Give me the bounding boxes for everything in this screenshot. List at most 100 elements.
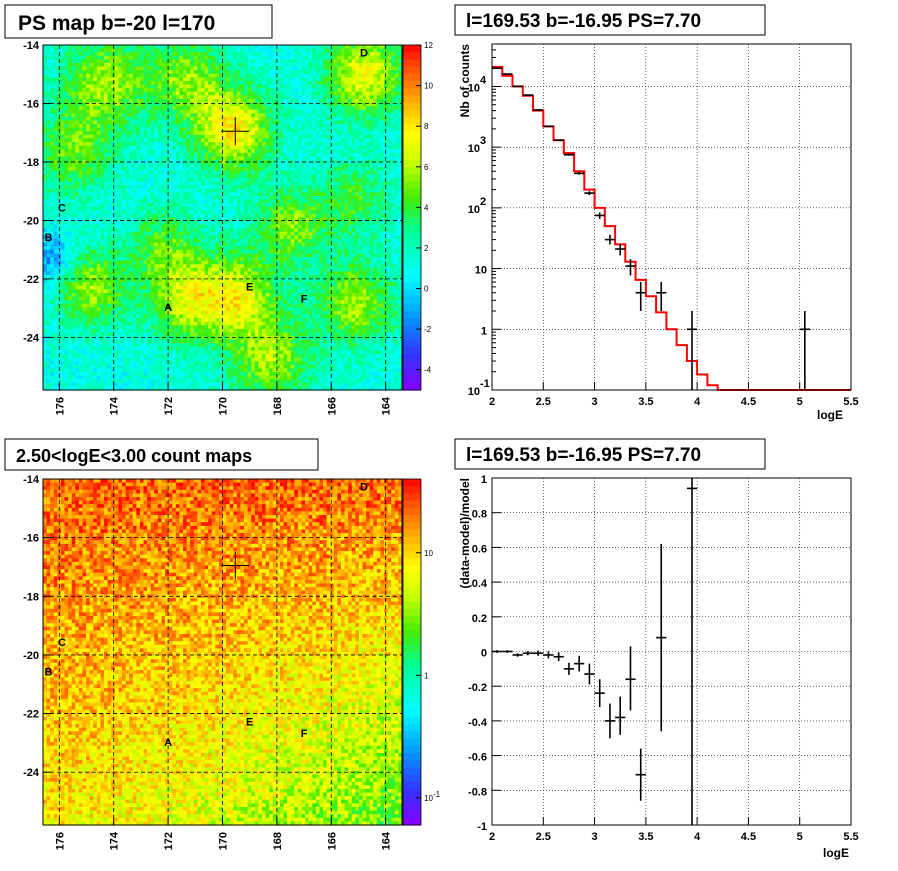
heatmap-cell xyxy=(114,210,119,215)
heatmap-cell xyxy=(226,199,231,204)
heatmap-cell xyxy=(165,185,170,190)
heatmap-cell xyxy=(211,195,216,201)
heatmap-cell xyxy=(394,156,400,161)
heatmap-cell xyxy=(226,181,231,186)
heatmap-cell xyxy=(351,91,356,96)
heatmap-cell xyxy=(369,142,374,147)
heatmap-cell xyxy=(269,52,274,57)
heatmap-cell xyxy=(200,131,206,136)
heatmap-cell xyxy=(351,102,356,107)
heatmap-cell xyxy=(200,55,206,60)
heatmap-cell xyxy=(337,210,342,215)
heatmap-cell xyxy=(60,127,66,132)
heatmap-cell xyxy=(376,134,382,140)
heatmap-cell xyxy=(211,77,216,82)
heatmap-cell xyxy=(118,80,123,86)
heatmap-cell xyxy=(294,80,299,86)
heatmap-cell xyxy=(351,217,356,222)
heatmap-cell xyxy=(269,160,274,165)
heatmap-cell xyxy=(319,152,324,157)
heatmap-cell xyxy=(147,203,152,208)
heatmap-cell xyxy=(132,192,137,197)
heatmap-cell xyxy=(104,45,109,50)
heatmap-cell xyxy=(340,80,346,86)
heatmap-cell xyxy=(247,120,252,125)
heatmap-cell xyxy=(208,174,213,179)
heatmap-cell xyxy=(340,66,346,71)
heatmap-cell xyxy=(294,59,299,64)
heatmap-cell xyxy=(125,199,130,204)
heatmap-cell xyxy=(283,95,288,100)
heatmap-cell xyxy=(240,221,245,226)
heatmap-cell xyxy=(330,113,335,118)
heatmap-cell xyxy=(330,52,335,57)
heatmap-cell xyxy=(384,167,389,172)
heatmap-cell xyxy=(358,145,364,150)
heatmap-cell xyxy=(204,88,209,93)
heatmap-cell xyxy=(125,73,130,78)
heatmap-cell xyxy=(380,167,385,172)
heatmap-cell xyxy=(276,98,281,104)
heatmap-cell xyxy=(366,88,371,93)
heatmap-cell xyxy=(211,170,216,175)
heatmap-cell xyxy=(305,131,310,136)
heatmap-cell xyxy=(43,134,48,140)
heatmap-cell xyxy=(93,91,98,96)
heatmap-cell xyxy=(222,106,227,111)
heatmap-cell xyxy=(305,195,310,201)
heatmap-cell xyxy=(111,45,116,50)
heatmap-cell xyxy=(93,206,98,211)
heatmap-cell xyxy=(111,152,116,157)
heatmap-cell xyxy=(391,185,396,190)
heatmap-cell xyxy=(179,77,184,82)
heatmap-cell xyxy=(86,156,91,161)
heatmap-cell xyxy=(100,203,105,208)
heatmap-cell xyxy=(118,134,123,140)
heatmap-cell xyxy=(251,106,256,111)
heatmap-cell xyxy=(276,181,281,186)
heatmap-cell xyxy=(96,91,102,96)
heatmap-cell xyxy=(297,138,303,143)
heatmap-cell xyxy=(186,170,191,175)
heatmap-cell xyxy=(86,98,91,104)
heatmap-cell xyxy=(129,134,134,140)
heatmap-cell xyxy=(226,177,231,183)
heatmap-cell xyxy=(71,152,76,157)
heatmap-cell xyxy=(197,213,202,219)
heatmap-cell xyxy=(394,84,400,89)
heatmap-cell xyxy=(132,177,137,183)
heatmap-cell xyxy=(193,156,198,161)
heatmap-cell xyxy=(240,62,245,68)
heatmap-cell xyxy=(86,95,91,100)
heatmap-cell xyxy=(89,134,94,140)
heatmap-cell xyxy=(251,77,256,82)
heatmap-cell xyxy=(50,192,55,197)
heatmap-cell xyxy=(50,195,55,201)
heatmap-cell xyxy=(190,138,195,143)
heatmap-cell xyxy=(78,177,84,183)
heatmap-cell xyxy=(132,152,137,157)
heatmap-cell xyxy=(204,66,209,71)
heatmap-cell xyxy=(362,195,367,201)
heatmap-cell xyxy=(104,66,109,71)
heatmap-cell xyxy=(89,203,94,208)
heatmap-cell xyxy=(218,149,224,154)
heatmap-cell xyxy=(211,106,216,111)
heatmap-cell xyxy=(240,73,245,78)
heatmap-cell xyxy=(86,124,91,129)
heatmap-cell xyxy=(269,66,274,71)
heatmap-cell xyxy=(236,95,242,100)
heatmap-cell xyxy=(240,48,245,53)
heatmap-cell xyxy=(96,116,102,122)
heatmap-cell xyxy=(290,217,295,222)
heatmap-cell xyxy=(222,142,227,147)
heatmap-cell xyxy=(315,127,321,132)
heatmap-cell xyxy=(143,195,148,201)
heatmap-cell xyxy=(236,80,242,86)
heatmap-cell xyxy=(398,145,403,150)
heatmap-cell xyxy=(312,80,317,86)
heatmap-cell xyxy=(75,188,80,193)
heatmap-cell xyxy=(315,48,321,53)
heatmap-cell xyxy=(387,124,392,129)
heatmap-cell xyxy=(301,177,306,183)
